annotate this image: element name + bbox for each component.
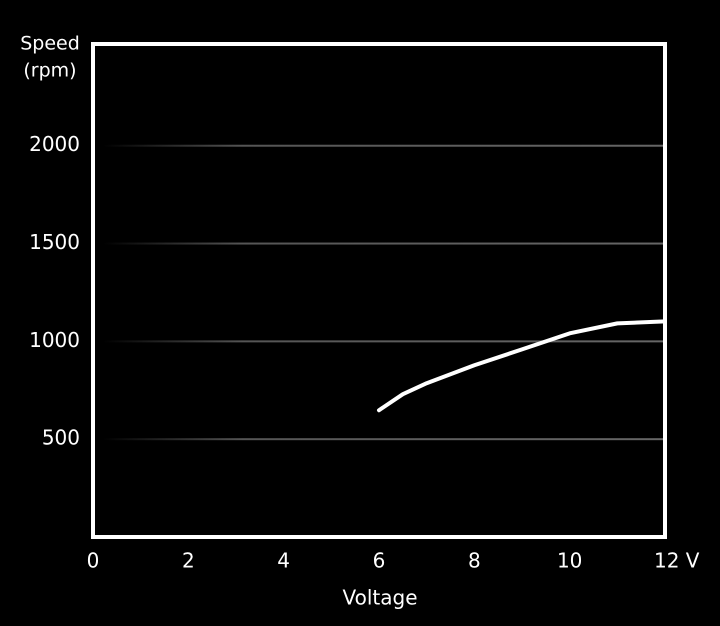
x-axis-label: Voltage — [342, 586, 417, 610]
y-tick-label: 500 — [42, 426, 80, 450]
grid-line — [103, 438, 663, 441]
x-tick-label: 6 — [373, 549, 386, 573]
y-axis-label: Speed — [20, 33, 80, 55]
plot-frame — [91, 42, 667, 539]
y-axis-label: (rpm) — [23, 60, 76, 82]
grid-line — [103, 242, 663, 245]
x-tick-label: 10 — [557, 549, 582, 573]
grid-line — [103, 340, 663, 343]
y-tick-label: 2000 — [29, 132, 80, 156]
x-tick-label: 8 — [468, 549, 481, 573]
x-tick-label: 0 — [87, 549, 100, 573]
grid-line — [103, 144, 663, 147]
y-tick-label: 1000 — [29, 328, 80, 352]
x-tick-label: 4 — [277, 549, 290, 573]
x-tick-label: 2 — [182, 549, 195, 573]
line-series — [377, 319, 667, 413]
x-tick-label: 12 V — [654, 549, 700, 573]
y-tick-label: 1500 — [29, 230, 80, 254]
